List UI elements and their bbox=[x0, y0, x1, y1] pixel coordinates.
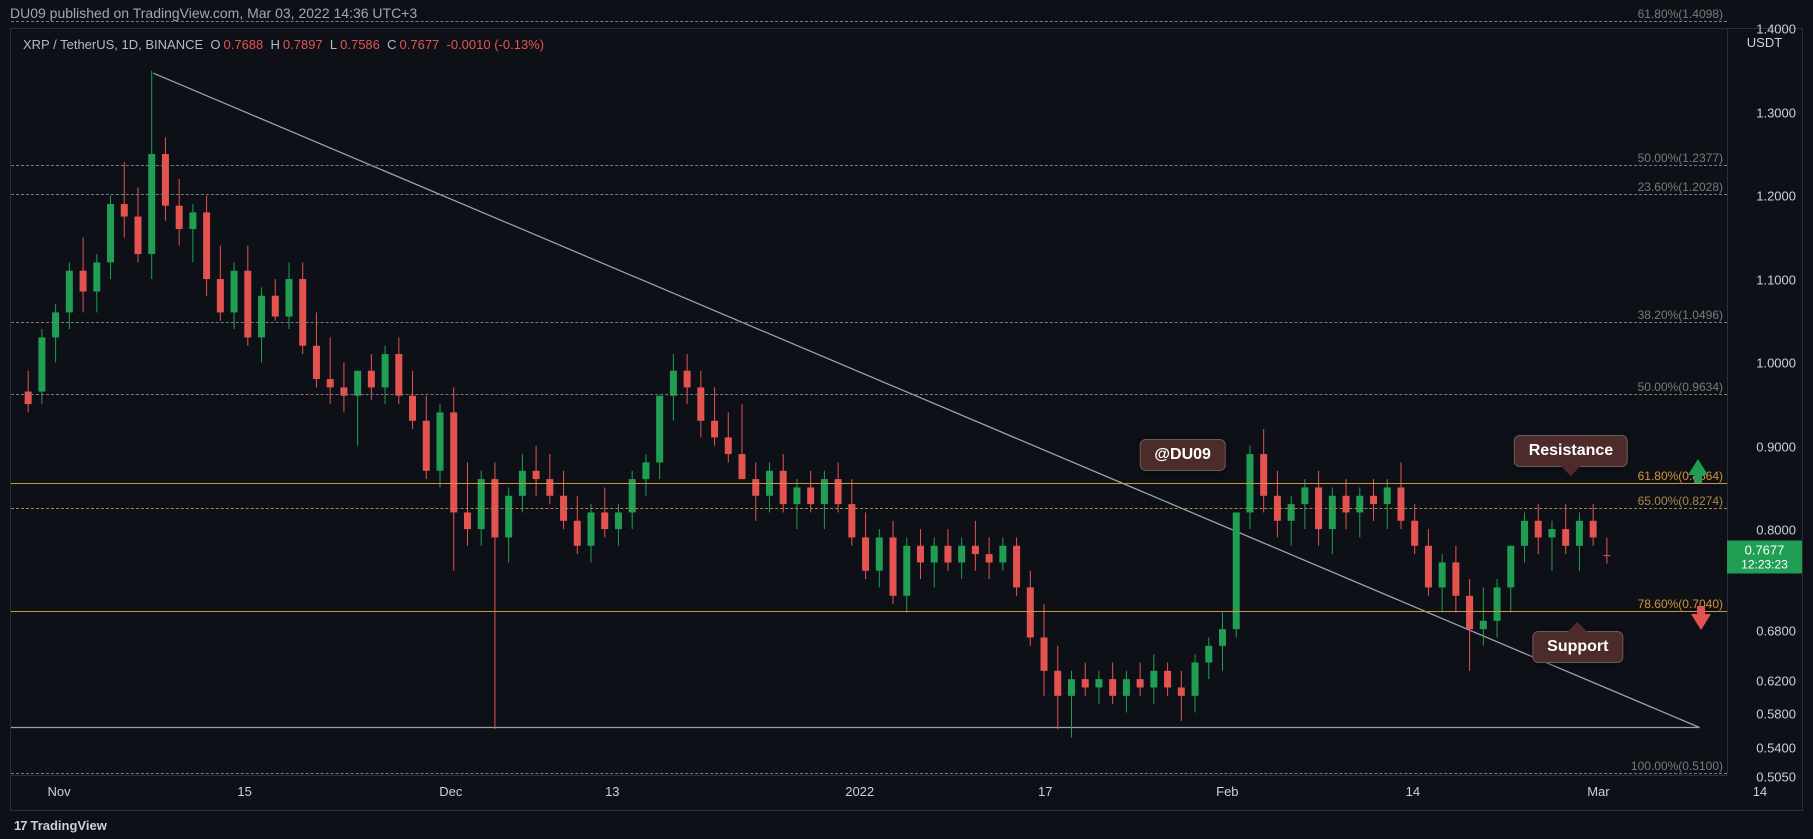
time-tick: Mar bbox=[1587, 784, 1609, 799]
arrow-up-icon bbox=[1688, 459, 1708, 475]
time-tick: 15 bbox=[237, 784, 251, 799]
price-tick: 0.8000 bbox=[1732, 523, 1802, 538]
chart-container: XRP / TetherUS, 1D, BINANCE O0.7688 H0.7… bbox=[10, 28, 1803, 811]
fib-level bbox=[11, 21, 1727, 22]
price-tick: 1.1000 bbox=[1732, 272, 1802, 287]
time-tick: Dec bbox=[439, 784, 462, 799]
price-tick: 0.5400 bbox=[1732, 740, 1802, 755]
publish-info: DU09 published on TradingView.com, Mar 0… bbox=[0, 0, 1813, 26]
quote-currency: USDT bbox=[1727, 35, 1802, 50]
price-tick: 0.6200 bbox=[1732, 673, 1802, 688]
fib-level bbox=[11, 165, 1727, 166]
fib-level bbox=[11, 611, 1727, 612]
fib-label: 61.80%(1.4098) bbox=[1638, 7, 1723, 21]
fib-label: 61.80%(0.8564) bbox=[1638, 469, 1723, 483]
support-label: Support bbox=[1532, 631, 1623, 663]
fib-label: 65.00%(0.8274) bbox=[1638, 494, 1723, 508]
time-tick: 2022 bbox=[845, 784, 874, 799]
fib-label: 100.00%(0.5100) bbox=[1631, 759, 1723, 773]
price-tick: 1.4000 bbox=[1732, 22, 1802, 37]
fib-level bbox=[11, 322, 1727, 323]
price-tick: 0.5050 bbox=[1732, 770, 1802, 785]
tradingview-watermark: 17TradingView bbox=[14, 818, 107, 833]
time-tick: 14 bbox=[1406, 784, 1420, 799]
arrow-down-icon bbox=[1691, 614, 1711, 630]
fib-label: 78.60%(0.7040) bbox=[1638, 597, 1723, 611]
time-tick: Nov bbox=[48, 784, 71, 799]
time-tick: 14 bbox=[1753, 784, 1767, 799]
price-tick: 0.6800 bbox=[1732, 623, 1802, 638]
fib-level bbox=[11, 194, 1727, 195]
time-tick: 17 bbox=[1038, 784, 1052, 799]
fib-label: 38.20%(1.0496) bbox=[1638, 308, 1723, 322]
price-tick: 1.2000 bbox=[1732, 189, 1802, 204]
resistance-label: Resistance bbox=[1514, 435, 1629, 467]
fib-label: 23.60%(1.2028) bbox=[1638, 180, 1723, 194]
price-tick: 1.0000 bbox=[1732, 356, 1802, 371]
time-tick: 13 bbox=[605, 784, 619, 799]
fib-level bbox=[11, 394, 1727, 395]
price-tick: 0.5800 bbox=[1732, 707, 1802, 722]
fib-label: 50.00%(1.2377) bbox=[1638, 151, 1723, 165]
time-tick: Feb bbox=[1216, 784, 1238, 799]
fib-level bbox=[11, 508, 1727, 509]
fib-level bbox=[11, 483, 1727, 484]
time-axis[interactable]: Nov15Dec13202217Feb14Mar14 bbox=[11, 775, 1727, 810]
fib-level bbox=[11, 773, 1727, 774]
price-chart[interactable]: XRP / TetherUS, 1D, BINANCE O0.7688 H0.7… bbox=[11, 29, 1727, 775]
fib-label: 50.00%(0.9634) bbox=[1638, 380, 1723, 394]
price-current-badge: 0.7677 12:23:23 bbox=[1727, 541, 1802, 574]
candle-layer bbox=[11, 29, 1727, 775]
price-tick: 1.3000 bbox=[1732, 105, 1802, 120]
price-axis[interactable]: USDT 1.40001.30001.20001.10001.00000.900… bbox=[1727, 29, 1802, 775]
price-tick: 0.9000 bbox=[1732, 439, 1802, 454]
author-tag: @DU09 bbox=[1139, 439, 1226, 471]
